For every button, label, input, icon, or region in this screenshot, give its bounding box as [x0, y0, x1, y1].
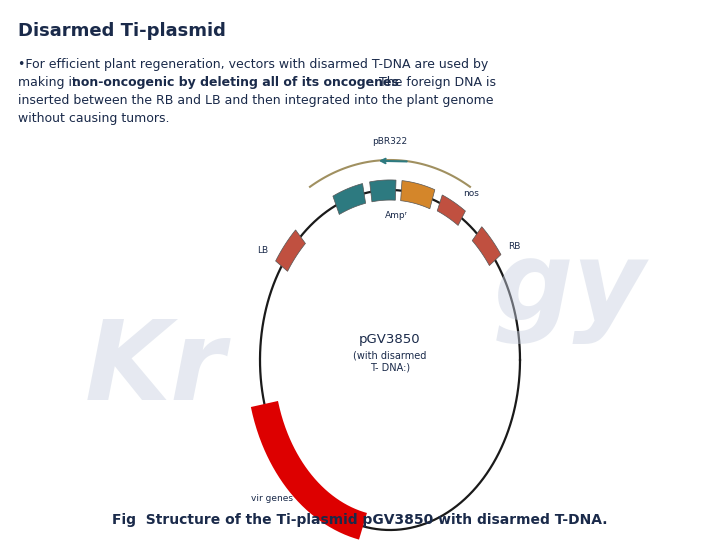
Polygon shape — [276, 230, 305, 271]
Text: non-oncogenic by deleting all of its oncogenes: non-oncogenic by deleting all of its onc… — [72, 76, 399, 89]
Text: Disarmed Ti-plasmid: Disarmed Ti-plasmid — [18, 22, 226, 40]
Text: inserted between the RB and LB and then integrated into the plant genome: inserted between the RB and LB and then … — [18, 94, 493, 107]
Text: pBR322: pBR322 — [372, 137, 408, 146]
Text: RB: RB — [508, 242, 521, 251]
Text: •For efficient plant regeneration, vectors with disarmed T-DNA are used by: •For efficient plant regeneration, vecto… — [18, 58, 488, 71]
Text: nos: nos — [463, 189, 479, 198]
Text: vir genes: vir genes — [251, 494, 293, 503]
Text: Fig  Structure of the Ti-plasmid pGV3850 with disarmed T-DNA.: Fig Structure of the Ti-plasmid pGV3850 … — [112, 513, 608, 527]
Text: without causing tumors.: without causing tumors. — [18, 112, 169, 125]
Text: pGV3850: pGV3850 — [359, 334, 420, 347]
Text: . The foreign DNA is: . The foreign DNA is — [371, 76, 496, 89]
Text: Ampʳ: Ampʳ — [384, 211, 408, 220]
Text: making it: making it — [18, 76, 81, 89]
Text: Kr: Kr — [84, 316, 225, 423]
Polygon shape — [437, 195, 465, 225]
Polygon shape — [369, 180, 396, 202]
Polygon shape — [333, 184, 366, 214]
Polygon shape — [400, 180, 435, 209]
Text: T- DNA:): T- DNA:) — [370, 363, 410, 373]
Text: (with disarmed: (with disarmed — [354, 350, 427, 360]
Polygon shape — [472, 227, 501, 266]
Text: gy: gy — [494, 237, 646, 343]
Text: LB: LB — [257, 246, 269, 255]
